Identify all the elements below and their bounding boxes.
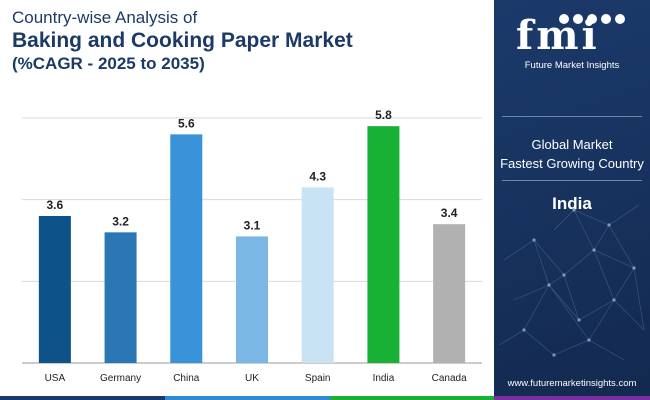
- bar-usa: [38, 216, 71, 363]
- bar-china: [170, 134, 203, 363]
- data-label-canada: 3.4: [441, 206, 458, 220]
- website-url: www.futuremarketinsights.com: [507, 378, 637, 389]
- footer-stripe-1: [0, 396, 165, 400]
- x-tick-label-usa: USA: [45, 373, 66, 384]
- x-tick-label-uk: UK: [245, 373, 259, 384]
- panel-divider-top: [502, 116, 642, 117]
- bar-canada: [433, 224, 466, 363]
- x-tick-label-india: India: [373, 373, 395, 384]
- data-label-germany: 3.2: [112, 214, 129, 228]
- x-tick-label-china: China: [173, 373, 200, 384]
- x-tick-label-germany: Germany: [100, 373, 141, 384]
- data-label-spain: 4.3: [309, 169, 326, 183]
- data-label-india: 5.8: [375, 108, 392, 122]
- data-label-usa: 3.6: [47, 198, 64, 212]
- x-tick-label-canada: Canada: [432, 373, 467, 384]
- data-label-uk: 3.1: [244, 218, 261, 232]
- bar-uk: [236, 236, 268, 363]
- logo-subtitle: Future Market Insights: [524, 60, 620, 71]
- panel-label-global-market: Global Market: [531, 137, 613, 152]
- bar-spain: [301, 187, 334, 363]
- bar-chart: 3.6 USA 3.2 Germany 5.6 China 3.1 UK 4.3 Spain 5.8…: [22, 108, 482, 384]
- footer-stripe-4: [494, 396, 650, 400]
- footer-stripe-3: [330, 396, 494, 400]
- fmi-logo: fmi Future Market Insights: [494, 6, 650, 76]
- bar-india: [367, 126, 400, 364]
- logo-wordmark: fmi: [516, 12, 600, 59]
- title-line-3: (%CAGR - 2025 to 2035): [12, 54, 205, 73]
- side-panel: fmi Future Market Insights Global Market…: [494, 0, 650, 400]
- logo-icons: [559, 14, 625, 24]
- network-decoration: [498, 204, 645, 361]
- footer-stripe-2: [165, 396, 330, 400]
- panel-label-fastest-growing: Fastest Growing Country: [500, 156, 644, 171]
- title-line-1: Country-wise Analysis of: [12, 8, 198, 27]
- title-line-2: Baking and Cooking Paper Market: [12, 29, 353, 52]
- x-tick-label-spain: Spain: [305, 373, 331, 384]
- bar-germany: [104, 232, 137, 363]
- panel-divider-bottom: [502, 180, 642, 181]
- data-label-china: 5.6: [178, 116, 195, 130]
- chart-title-block: Country-wise Analysis of Baking and Cook…: [12, 8, 482, 74]
- panel-fastest-country: India: [552, 194, 592, 213]
